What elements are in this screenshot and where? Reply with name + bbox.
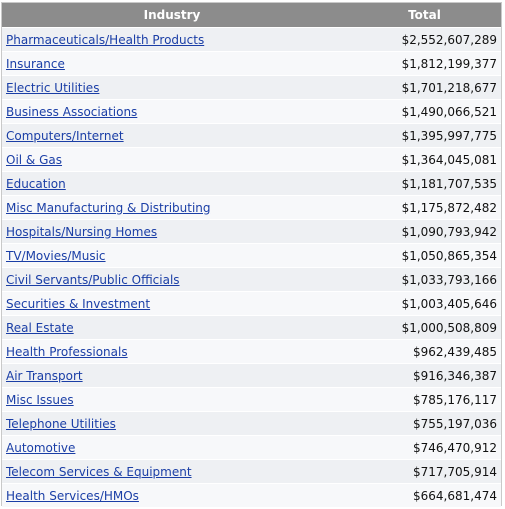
industry-cell: Business Associations: [2, 105, 342, 119]
industry-cell: Insurance: [2, 57, 342, 71]
industry-link[interactable]: Automotive: [6, 440, 76, 455]
table-row: Misc Manufacturing & Distributing $1,175,…: [2, 195, 501, 219]
total-cell: $1,364,045,081: [401, 152, 497, 167]
industry-link[interactable]: Misc Issues: [6, 392, 74, 407]
total-cell: $1,701,218,677: [401, 80, 497, 95]
table-row: Health Professionals $962,439,485: [2, 339, 501, 363]
industry-cell: TV/Movies/Music: [2, 249, 342, 263]
total-cell: $1,090,793,942: [401, 224, 497, 239]
table-row: Insurance $1,812,199,377: [2, 51, 501, 75]
table-row: Air Transport $916,346,387: [2, 363, 501, 387]
table-row: Health Services/HMOs $664,681,474: [2, 483, 501, 507]
table-row: Business Associations $1,490,066,521: [2, 99, 501, 123]
industry-link[interactable]: Securities & Investment: [6, 296, 151, 311]
industry-cell: Automotive: [2, 441, 342, 455]
industry-link[interactable]: Telecom Services & Equipment: [6, 464, 192, 479]
table-header: Industry Total: [2, 3, 501, 27]
total-cell: $1,003,405,646: [401, 296, 497, 311]
industry-link[interactable]: Telephone Utilities: [6, 416, 116, 431]
total-cell: $1,395,997,775: [401, 128, 497, 143]
industry-link[interactable]: Health Services/HMOs: [6, 488, 139, 503]
table-row: Securities & Investment $1,003,405,646: [2, 291, 501, 315]
total-cell: $916,346,387: [413, 368, 497, 383]
industry-link[interactable]: Civil Servants/Public Officials: [6, 272, 180, 287]
industry-link[interactable]: Oil & Gas: [6, 152, 63, 167]
industry-cell: Air Transport: [2, 369, 342, 383]
industry-cell: Electric Utilities: [2, 81, 342, 95]
industry-link[interactable]: TV/Movies/Music: [6, 248, 106, 263]
industry-cell: Oil & Gas: [2, 153, 342, 167]
table-row: Civil Servants/Public Officials $1,033,79…: [2, 267, 501, 291]
table-row: Automotive $746,470,912: [2, 435, 501, 459]
table-row: Computers/Internet $1,395,997,775: [2, 123, 501, 147]
industry-cell: Securities & Investment: [2, 297, 342, 311]
industry-cell: Pharmaceuticals/Health Products: [2, 33, 342, 47]
industry-cell: Telephone Utilities: [2, 417, 342, 431]
table-row: Electric Utilities $1,701,218,677: [2, 75, 501, 99]
industry-cell: Misc Manufacturing & Distributing: [2, 201, 342, 215]
table-row: Oil & Gas $1,364,045,081: [2, 147, 501, 171]
industry-link[interactable]: Insurance: [6, 56, 65, 71]
total-cell: $755,197,036: [413, 416, 497, 431]
industry-cell: Education: [2, 177, 342, 191]
industry-link[interactable]: Health Professionals: [6, 344, 128, 359]
total-cell: $962,439,485: [413, 344, 497, 359]
industry-link[interactable]: Computers/Internet: [6, 128, 124, 143]
total-cell: $746,470,912: [413, 440, 497, 455]
total-cell: $1,181,707,535: [401, 176, 497, 191]
industry-cell: Telecom Services & Equipment: [2, 465, 342, 479]
total-cell: $1,812,199,377: [401, 56, 497, 71]
total-cell: $717,705,914: [413, 464, 497, 479]
total-cell: $1,000,508,809: [401, 320, 497, 335]
total-cell: $1,033,793,166: [401, 272, 497, 287]
industry-cell: Computers/Internet: [2, 129, 342, 143]
total-cell: $785,176,117: [413, 392, 497, 407]
total-cell: $664,681,474: [413, 488, 497, 503]
industry-link[interactable]: Pharmaceuticals/Health Products: [6, 32, 205, 47]
industry-cell: Real Estate: [2, 321, 342, 335]
table-row: Pharmaceuticals/Health Products $2,552,60…: [2, 27, 501, 51]
header-industry[interactable]: Industry: [143, 8, 201, 22]
industry-cell: Health Professionals: [2, 345, 342, 359]
industry-link[interactable]: Business Associations: [6, 104, 138, 119]
header-total[interactable]: Total: [408, 8, 441, 22]
total-cell: $2,552,607,289: [401, 32, 497, 47]
table-body: Pharmaceuticals/Health Products $2,552,60…: [2, 27, 501, 507]
total-cell: $1,490,066,521: [401, 104, 497, 119]
industry-link[interactable]: Hospitals/Nursing Homes: [6, 224, 158, 239]
table-row: Hospitals/Nursing Homes $1,090,793,942: [2, 219, 501, 243]
table-row: Education $1,181,707,535: [2, 171, 501, 195]
industry-cell: Hospitals/Nursing Homes: [2, 225, 342, 239]
industry-link[interactable]: Real Estate: [6, 320, 74, 335]
industry-link[interactable]: Air Transport: [6, 368, 83, 383]
table-row: Telecom Services & Equipment $717,705,914: [2, 459, 501, 483]
industry-link[interactable]: Electric Utilities: [6, 80, 100, 95]
table-row: Misc Issues $785,176,117: [2, 387, 501, 411]
industry-cell: Health Services/HMOs: [2, 489, 342, 503]
table-row: Telephone Utilities $755,197,036: [2, 411, 501, 435]
total-cell: $1,050,865,354: [401, 248, 497, 263]
industry-cell: Civil Servants/Public Officials: [2, 273, 342, 287]
industry-link[interactable]: Education: [6, 176, 66, 191]
table-row: TV/Movies/Music $1,050,865,354: [2, 243, 501, 267]
industry-cell: Misc Issues: [2, 393, 342, 407]
industry-link[interactable]: Misc Manufacturing & Distributing: [6, 200, 211, 215]
table-row: Real Estate $1,000,508,809: [2, 315, 501, 339]
total-cell: $1,175,872,482: [401, 200, 497, 215]
